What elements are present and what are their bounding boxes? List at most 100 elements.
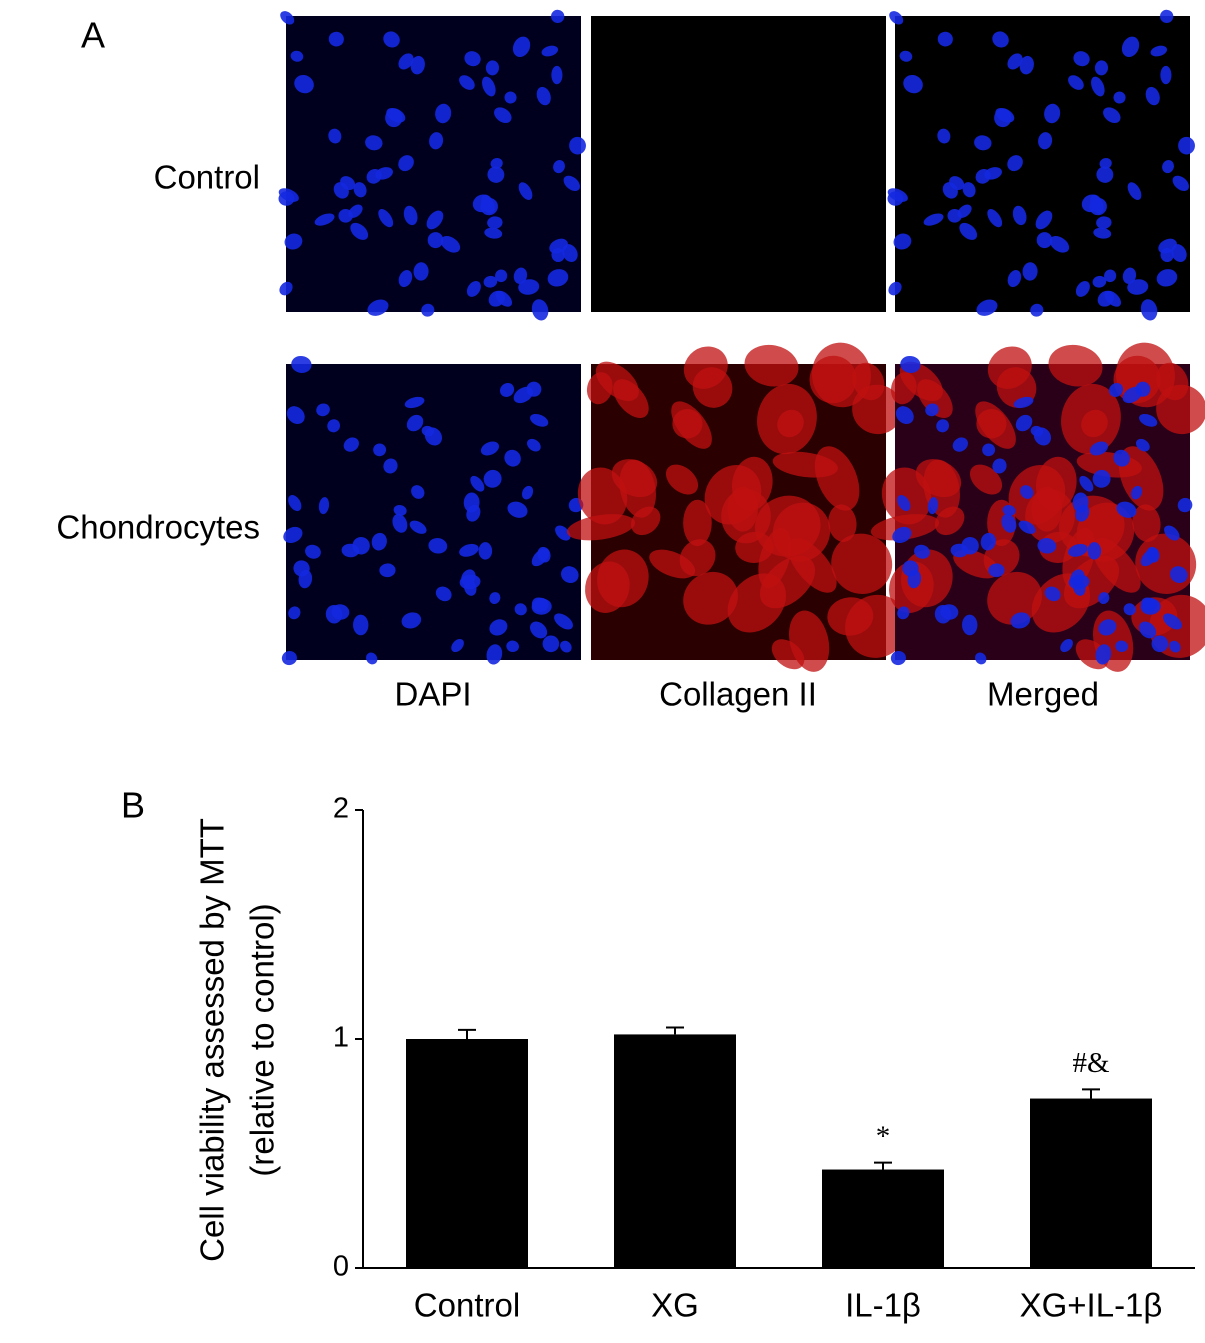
nucleus (316, 403, 330, 417)
nucleus (409, 520, 427, 534)
nucleus (899, 50, 913, 62)
nucleus (1044, 586, 1061, 602)
stain (831, 533, 893, 594)
nucleus (1007, 53, 1023, 70)
nucleus (383, 458, 398, 474)
nucleus (401, 612, 422, 629)
nucleus (1116, 501, 1137, 518)
nucleus (950, 543, 969, 558)
nucleus (338, 208, 353, 223)
nucleus (890, 650, 906, 666)
nucleus (974, 135, 992, 151)
nucleus (435, 103, 452, 124)
nucleus (383, 31, 400, 48)
nucleus (286, 406, 305, 425)
nucleus (521, 485, 534, 500)
nucleus (483, 469, 502, 488)
nucleus (1092, 469, 1111, 488)
nucleus (365, 135, 383, 151)
nucleus (411, 485, 425, 499)
column-label: DAPI (394, 676, 471, 713)
nucleus (1098, 619, 1117, 636)
nucleus (366, 168, 382, 184)
nucleus (514, 603, 527, 616)
stain (679, 539, 716, 577)
nucleus (343, 437, 359, 452)
nucleus (1015, 414, 1033, 432)
micrograph-content (887, 9, 1195, 321)
stain (828, 504, 857, 542)
micrograph (286, 16, 581, 312)
nucleus (1060, 638, 1073, 653)
nucleus (531, 299, 549, 321)
nucleus (947, 208, 962, 223)
stain (852, 384, 903, 435)
nucleus (1094, 60, 1109, 76)
nucleus (506, 640, 520, 653)
nucleus (1002, 504, 1016, 516)
nucleus (428, 538, 448, 554)
stain (1156, 384, 1205, 435)
stain (566, 514, 636, 541)
nucleus (1123, 603, 1136, 616)
nucleus (421, 303, 435, 317)
nucleus (1068, 75, 1084, 90)
stain (683, 499, 712, 547)
nucleus (353, 614, 369, 636)
nucleus (1169, 566, 1188, 584)
micrograph (895, 16, 1190, 312)
nucleus (1135, 381, 1151, 397)
bar-chart: 0 1 2 Control XG IL-1β * XG+IL-1β #& (333, 793, 1195, 1324)
stain (727, 573, 787, 633)
nucleus (1121, 36, 1140, 58)
nucleus (328, 31, 344, 47)
nucleus (353, 182, 367, 198)
stain (845, 594, 908, 658)
nucleus (1169, 640, 1181, 653)
nucleus (1022, 262, 1038, 281)
stain (577, 467, 628, 525)
nucleus (1177, 497, 1193, 513)
stain (613, 379, 649, 419)
nucleus (1150, 45, 1168, 57)
error-bar (458, 1028, 476, 1039)
x-tick-label: Control (414, 1287, 520, 1324)
nucleus (424, 427, 443, 446)
nucleus (490, 157, 503, 169)
nucleus (513, 267, 528, 284)
stain (1048, 344, 1103, 387)
nucleus (542, 635, 560, 653)
stain (987, 346, 1032, 389)
nucleus (1037, 538, 1057, 554)
nucleus (893, 233, 912, 250)
nucleus (889, 11, 904, 25)
nucleus (1089, 441, 1109, 456)
nucleus (1104, 269, 1117, 283)
bar (614, 1034, 736, 1268)
nucleus (499, 383, 515, 398)
nucleus (1007, 155, 1023, 172)
nucleus (1140, 548, 1159, 567)
nucleus (914, 544, 930, 559)
nucleus (980, 532, 996, 551)
nucleus (1096, 216, 1112, 229)
error-bar (1082, 1088, 1100, 1099)
nucleus (1010, 612, 1031, 629)
y-tick-label: 0 (333, 1251, 349, 1283)
nucleus (480, 441, 500, 456)
nucleus (1091, 76, 1105, 97)
nucleus (314, 213, 335, 226)
nucleus (531, 548, 550, 567)
nucleus (1087, 542, 1102, 560)
error-bar (666, 1026, 684, 1035)
nucleus (494, 107, 512, 123)
nucleus (1108, 383, 1124, 398)
nucleus (1178, 136, 1195, 155)
row-label: Chondrocytes (56, 509, 260, 546)
nucleus (1098, 592, 1110, 605)
y-tick-label: 1 (333, 1022, 349, 1054)
nucleus (413, 262, 429, 281)
nucleus (470, 475, 485, 492)
micrograph-content (566, 342, 908, 672)
nucleus (1143, 597, 1158, 612)
